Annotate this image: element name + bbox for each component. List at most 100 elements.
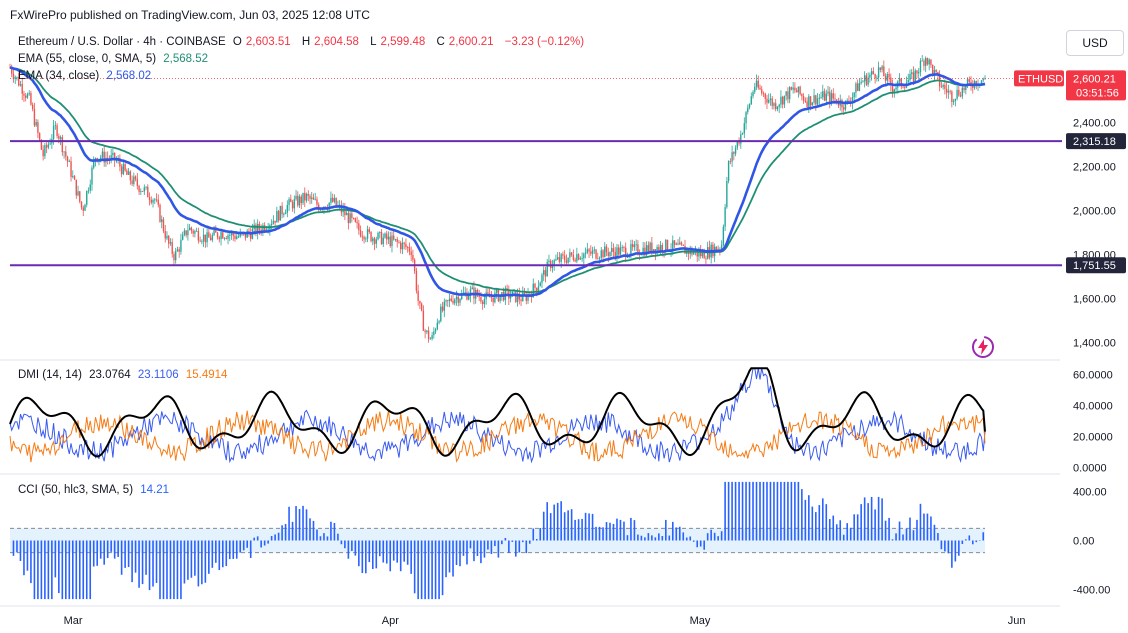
cci-bar bbox=[720, 531, 723, 541]
candle-body bbox=[166, 235, 168, 239]
cci-bar bbox=[898, 521, 901, 541]
cci-bar bbox=[671, 521, 674, 541]
cci-bar bbox=[521, 540, 524, 543]
symbol-tag bbox=[1014, 70, 1064, 87]
candle-body bbox=[611, 248, 613, 253]
candle-body bbox=[754, 86, 756, 92]
cci-bar bbox=[542, 511, 545, 541]
candle-body bbox=[380, 231, 383, 245]
candle-body bbox=[349, 213, 351, 224]
candle-body bbox=[403, 242, 405, 244]
cci-bar bbox=[783, 481, 786, 541]
cci-bar bbox=[65, 540, 67, 600]
candle-body bbox=[912, 72, 915, 82]
candle-body bbox=[370, 231, 372, 242]
cci-bar bbox=[438, 540, 440, 600]
candle-body bbox=[666, 239, 669, 251]
cci-bar bbox=[755, 481, 758, 541]
cci-bar bbox=[194, 540, 196, 576]
cci-bar bbox=[905, 528, 908, 541]
candle-body bbox=[47, 144, 50, 148]
candle-body bbox=[249, 233, 252, 239]
cci-bar bbox=[26, 540, 29, 571]
candle-body bbox=[872, 71, 875, 75]
cci-bar bbox=[895, 533, 897, 541]
candle-body bbox=[696, 250, 698, 257]
cci-bar bbox=[61, 540, 64, 600]
cci-bar bbox=[909, 517, 911, 541]
cci-bar bbox=[483, 540, 486, 558]
candle-body bbox=[806, 101, 808, 107]
candle-body bbox=[890, 77, 892, 86]
candle-body bbox=[440, 306, 442, 322]
cci-bar bbox=[630, 517, 632, 541]
candle-body bbox=[227, 235, 229, 239]
candle-body bbox=[904, 87, 906, 88]
candle-body bbox=[715, 246, 718, 251]
cci-bar bbox=[141, 540, 144, 585]
candle-body bbox=[361, 236, 364, 238]
candle-body bbox=[379, 231, 381, 233]
candle-body bbox=[225, 238, 227, 239]
candle-body bbox=[736, 141, 739, 148]
cci-bar bbox=[169, 540, 172, 600]
candle-body bbox=[141, 191, 144, 192]
candle-body bbox=[244, 232, 247, 238]
cci-bar bbox=[326, 536, 329, 541]
candle-body bbox=[134, 176, 137, 179]
candle-body bbox=[891, 85, 894, 92]
candle-body bbox=[945, 88, 948, 93]
candle-body bbox=[33, 108, 36, 126]
candle-body bbox=[902, 86, 904, 88]
candle-body bbox=[302, 192, 304, 203]
candle-body bbox=[548, 260, 550, 262]
candle-body bbox=[202, 234, 205, 242]
candle-body bbox=[635, 244, 637, 246]
lightning-icon[interactable] bbox=[970, 334, 996, 360]
candle-body bbox=[693, 252, 695, 255]
cci-bar bbox=[835, 524, 838, 541]
candle-body bbox=[748, 104, 751, 108]
candle-body bbox=[883, 66, 885, 77]
candle-body bbox=[267, 229, 269, 231]
candle-body bbox=[529, 293, 531, 295]
candle-body bbox=[363, 236, 365, 240]
candle-body bbox=[174, 251, 177, 261]
cci-bar bbox=[462, 540, 465, 556]
currency-button[interactable]: USD bbox=[1066, 30, 1124, 56]
cci-bar bbox=[71, 540, 74, 600]
candle-body bbox=[612, 248, 615, 252]
candle-body bbox=[909, 73, 911, 80]
candle-body bbox=[63, 151, 65, 153]
candle-body bbox=[523, 292, 526, 295]
candle-body bbox=[597, 258, 599, 260]
ema55-legend: EMA (55, close, 0, SMA, 5) 2,568.52 bbox=[18, 53, 212, 65]
candle-body bbox=[87, 190, 90, 192]
candle-body bbox=[305, 193, 308, 201]
cci-bar bbox=[459, 540, 461, 567]
cci-bar bbox=[654, 537, 657, 541]
candle-body bbox=[809, 96, 812, 106]
price-axis-label: 2,000.00 bbox=[1073, 206, 1116, 218]
candle-body bbox=[232, 232, 234, 236]
cci-bar bbox=[577, 519, 580, 541]
cci-bar bbox=[117, 540, 119, 557]
cci-bar bbox=[888, 517, 890, 541]
candle-body bbox=[283, 213, 285, 215]
candle-body bbox=[785, 91, 787, 96]
ema34-value: 2,568.02 bbox=[106, 70, 152, 82]
candle-body bbox=[520, 299, 522, 302]
cci-bar bbox=[270, 536, 273, 541]
candle-body bbox=[290, 199, 292, 203]
candle-body bbox=[958, 89, 960, 96]
dmi-axis-label: 0.0000 bbox=[1073, 462, 1107, 474]
cci-bar bbox=[40, 540, 43, 600]
cci-bar bbox=[745, 481, 747, 541]
candle-body bbox=[921, 60, 923, 62]
candle-body bbox=[447, 300, 449, 302]
cci-bar bbox=[204, 540, 207, 583]
cci-bar bbox=[640, 535, 643, 541]
candle-body bbox=[295, 195, 297, 200]
candle-body bbox=[642, 247, 644, 255]
